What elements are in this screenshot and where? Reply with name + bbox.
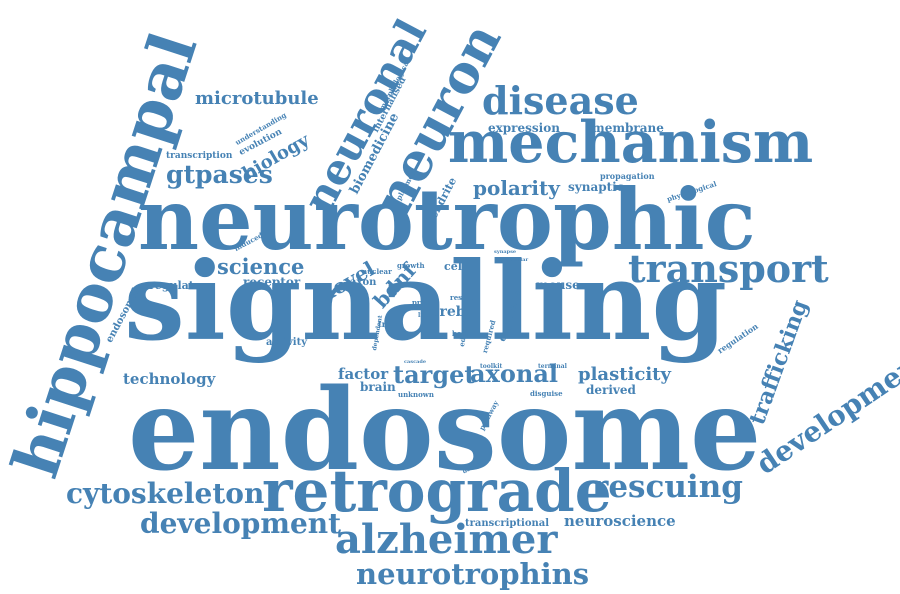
word-derived: derived — [586, 383, 636, 397]
word-disease: disease — [482, 78, 639, 123]
word-trkb: trkb — [378, 319, 398, 329]
word-endosome: endosome — [128, 365, 762, 496]
word-disguise: disguise — [530, 389, 563, 398]
word-gtpases: gtpases — [166, 160, 273, 189]
word-science: science — [217, 254, 305, 279]
word-retrograde: retrograde — [262, 457, 612, 525]
word-mouse: mouse — [536, 278, 580, 292]
word-transport: transport — [628, 246, 829, 291]
word-trafficking: trafficking — [744, 296, 814, 429]
word-regulate: regulate — [149, 279, 201, 292]
word-life: life — [418, 312, 429, 319]
word-receptor: receptor — [243, 275, 301, 289]
word-creb: creb — [431, 304, 466, 320]
word-expression: expression — [488, 121, 560, 135]
word-result: result — [450, 293, 474, 302]
word-brain: brain — [360, 380, 396, 394]
word-proc: proc — [412, 298, 430, 307]
word-terminal: terminal — [538, 363, 567, 370]
word-factor: factor — [338, 365, 389, 383]
word-polarity: polarity — [473, 176, 560, 200]
word-plasticity: plasticity — [578, 364, 671, 385]
word-synaptic: synaptic — [568, 180, 625, 194]
word-synapse: synapse — [494, 249, 517, 255]
word-transcription: transcription — [166, 151, 233, 161]
word-unknown: unknown — [398, 390, 434, 399]
word-mechanism: mechanism — [448, 109, 814, 176]
word-nuclear: nuclear — [362, 267, 392, 276]
word-axon: axon — [350, 277, 377, 288]
word-molecular: molecular — [500, 257, 529, 263]
word-alzheimer: alzheimer — [335, 516, 558, 563]
word-axonal: axonal — [470, 359, 558, 388]
word-cytoskeleton: cytoskeleton — [66, 477, 265, 510]
word-body: body — [452, 329, 471, 338]
word-cascade: cascade — [404, 359, 427, 365]
word-development: development — [140, 507, 342, 540]
word-membrane: membrane — [592, 121, 664, 135]
word-propagation: propagation — [600, 171, 655, 181]
word-toolkit: toolkit — [480, 363, 503, 370]
word-neurotrophins: neurotrophins — [356, 557, 590, 591]
word-target: target — [393, 360, 476, 389]
word-cell: cell — [444, 260, 467, 273]
word-signalling: signalling — [124, 239, 727, 365]
word-activity: activity — [266, 337, 308, 348]
word-rescuing: rescuing — [592, 469, 743, 505]
word-technology: technology — [123, 370, 216, 388]
word-neurotrophic: neurotrophic — [138, 170, 756, 269]
word-microtubule: microtubule — [195, 88, 319, 109]
word-growth: growth — [397, 261, 425, 270]
word-neuroscience: neuroscience — [564, 512, 676, 530]
word-transcriptional: transcriptional — [465, 518, 550, 529]
